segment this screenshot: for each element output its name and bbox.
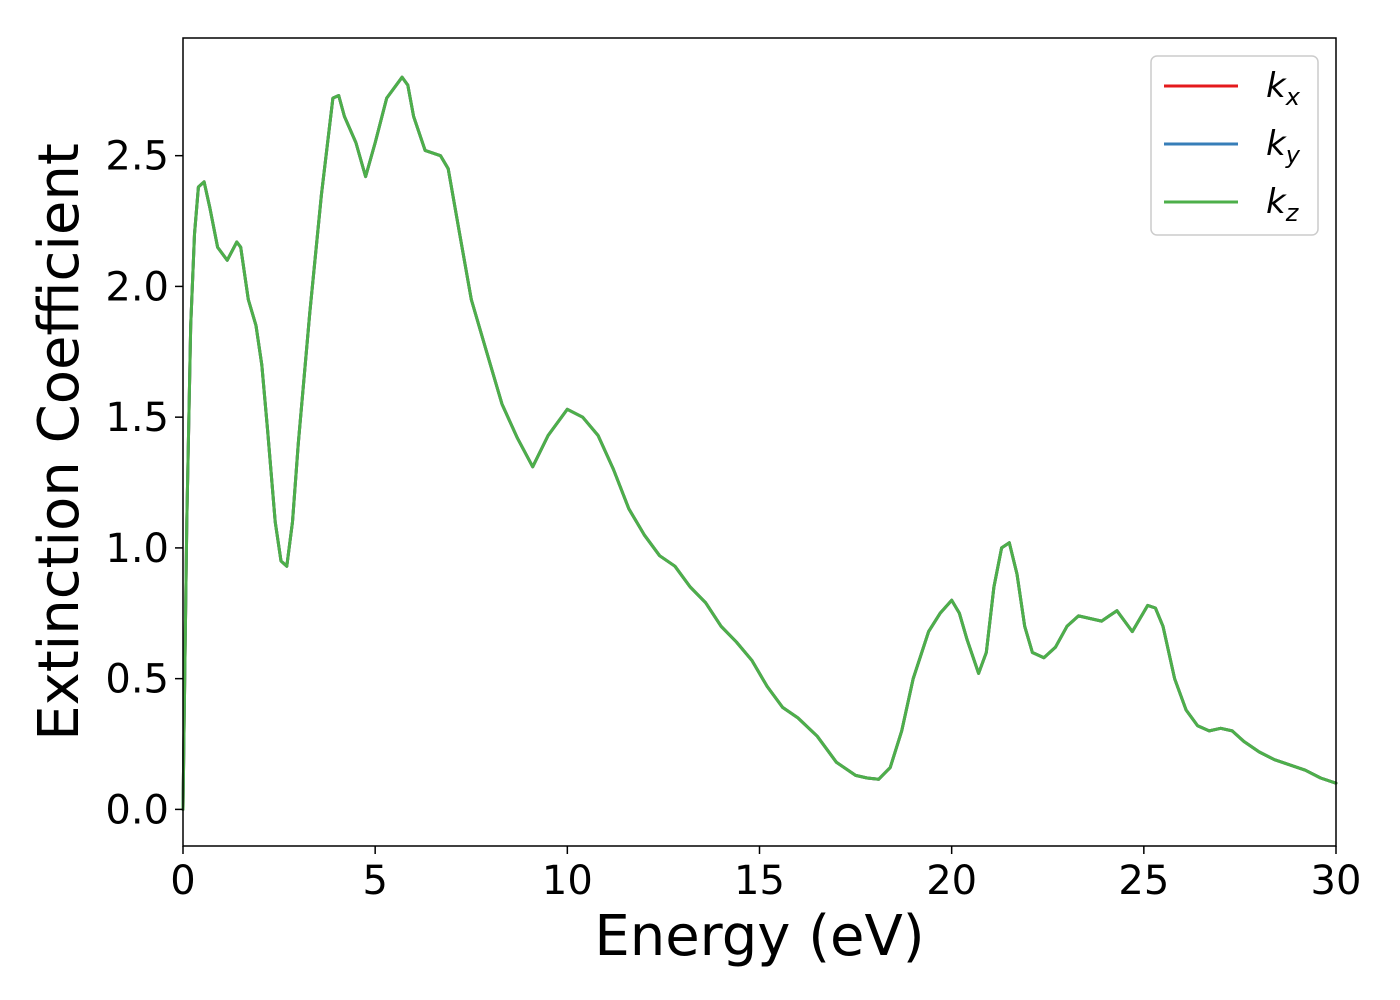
x-axis-title: Energy (eV) <box>594 904 924 969</box>
x-tick-label: 25 <box>1118 858 1169 904</box>
plot-frame <box>182 37 1337 847</box>
y-axis-title: Extinction Coefficient <box>27 143 92 741</box>
y-tick-label: 0.5 <box>105 657 169 703</box>
y-tick-label: 1.5 <box>105 395 169 441</box>
x-tick-label: 15 <box>734 858 785 904</box>
x-tick-label: 10 <box>542 858 593 904</box>
legend-label-ky: ky <box>1266 124 1301 169</box>
y-tick-label: 1.0 <box>105 526 169 572</box>
x-tick-label: 5 <box>362 858 387 904</box>
x-tick-label: 20 <box>926 858 977 904</box>
ticks-layer: 0 5 10 15 20 25 30 0.0 0.5 1.0 1.5 2.0 2.5 <box>105 134 1361 904</box>
x-tick-label: 30 <box>1311 858 1362 904</box>
x-tick-label: 0 <box>170 858 195 904</box>
legend: kx ky kz <box>1150 55 1319 236</box>
y-tick-label: 0.0 <box>105 787 169 833</box>
legend-label-kz: kz <box>1266 182 1300 227</box>
y-tick-label: 2.5 <box>105 134 169 180</box>
legend-label-kx: kx <box>1266 66 1301 111</box>
y-tick-label: 2.0 <box>105 264 169 310</box>
series-line-kz <box>181 75 1338 811</box>
series-layer <box>181 75 1338 811</box>
